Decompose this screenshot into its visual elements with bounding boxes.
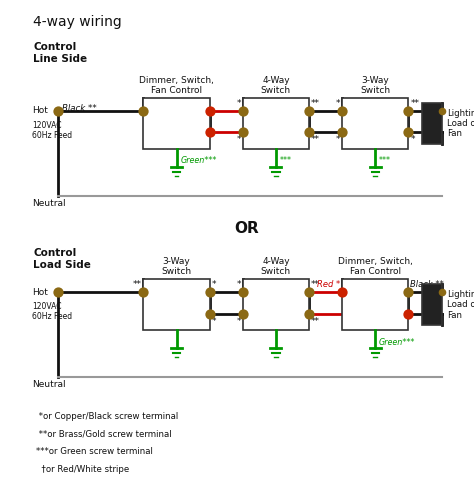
- Text: Black **: Black **: [410, 280, 444, 289]
- Text: Black **: Black **: [63, 105, 97, 114]
- Text: **: **: [311, 99, 320, 108]
- Point: [405, 107, 412, 115]
- Text: Red *†: Red *†: [180, 135, 207, 144]
- Text: *: *: [211, 280, 216, 289]
- Text: *or Copper/Black screw terminal: *or Copper/Black screw terminal: [36, 412, 178, 421]
- Bar: [342, 98, 409, 149]
- Text: **: **: [311, 280, 320, 289]
- Point: [54, 288, 62, 296]
- Text: *: *: [237, 280, 241, 289]
- Text: ***or Green screw terminal: ***or Green screw terminal: [36, 447, 153, 456]
- Text: *: *: [237, 135, 241, 144]
- Text: *: *: [410, 135, 415, 144]
- Text: Red *: Red *: [183, 99, 207, 108]
- Point: [140, 288, 147, 296]
- Text: Hot: Hot: [32, 106, 48, 116]
- Point: [206, 107, 213, 115]
- Text: 4-Way
Switch: 4-Way Switch: [261, 76, 291, 95]
- Text: Green***: Green***: [379, 338, 415, 347]
- Bar: [422, 103, 442, 144]
- Bar: [144, 279, 210, 330]
- Text: Red *†: Red *†: [378, 317, 406, 326]
- Text: 4-way wiring: 4-way wiring: [33, 15, 122, 29]
- Text: Neutral: Neutral: [32, 380, 66, 389]
- Point: [405, 128, 412, 136]
- Text: ***: ***: [379, 156, 391, 165]
- Text: Lighting
Load or
Fan: Lighting Load or Fan: [447, 109, 474, 138]
- Text: Control
Line Side: Control Line Side: [33, 42, 87, 64]
- Text: *: *: [237, 317, 241, 326]
- Text: *: *: [237, 99, 241, 108]
- Point: [405, 310, 412, 318]
- Text: 4-Way
Switch: 4-Way Switch: [261, 257, 291, 276]
- Text: Lighting
Load or
Fan: Lighting Load or Fan: [447, 290, 474, 320]
- Bar: [243, 98, 309, 149]
- Bar: [422, 284, 442, 325]
- Text: **or Brass/Gold screw terminal: **or Brass/Gold screw terminal: [36, 429, 172, 438]
- Text: *: *: [336, 135, 340, 144]
- Point: [206, 288, 213, 296]
- Text: ***: ***: [280, 156, 292, 165]
- Text: 120VAC
60Hz Feed: 120VAC 60Hz Feed: [32, 302, 72, 321]
- Text: *: *: [211, 317, 216, 326]
- Text: 3-Way
Switch: 3-Way Switch: [162, 257, 191, 276]
- Text: Control
Load Side: Control Load Side: [33, 248, 91, 269]
- Text: Hot: Hot: [32, 288, 48, 297]
- Text: **: **: [311, 317, 320, 326]
- Bar: [342, 279, 409, 330]
- Text: Green***: Green***: [180, 156, 217, 165]
- Point: [239, 310, 246, 318]
- Point: [206, 128, 213, 136]
- Point: [405, 288, 412, 296]
- Point: [239, 107, 246, 115]
- Text: **: **: [311, 135, 320, 144]
- Text: Red *: Red *: [317, 280, 340, 289]
- Point: [305, 107, 313, 115]
- Point: [54, 107, 62, 115]
- Point: [438, 107, 445, 115]
- Bar: [243, 279, 309, 330]
- Text: OR: OR: [234, 221, 259, 236]
- Text: **: **: [133, 280, 142, 289]
- Text: 3-Way
Switch: 3-Way Switch: [360, 76, 391, 95]
- Point: [305, 310, 313, 318]
- Point: [305, 288, 313, 296]
- Text: Dimmer, Switch,
Fan Control: Dimmer, Switch, Fan Control: [338, 257, 413, 276]
- Point: [338, 288, 346, 296]
- Point: [438, 288, 445, 296]
- Point: [338, 128, 346, 136]
- Text: †or Red/White stripe: †or Red/White stripe: [36, 465, 129, 474]
- Text: **: **: [410, 99, 419, 108]
- Text: *: *: [336, 99, 340, 108]
- Point: [239, 288, 246, 296]
- Text: Dimmer, Switch,
Fan Control: Dimmer, Switch, Fan Control: [139, 76, 214, 95]
- Point: [239, 128, 246, 136]
- Text: Neutral: Neutral: [32, 199, 66, 208]
- Point: [305, 128, 313, 136]
- Text: 120VAC
60Hz Feed: 120VAC 60Hz Feed: [32, 121, 72, 140]
- Point: [206, 310, 213, 318]
- Point: [338, 107, 346, 115]
- Bar: [144, 98, 210, 149]
- Point: [140, 107, 147, 115]
